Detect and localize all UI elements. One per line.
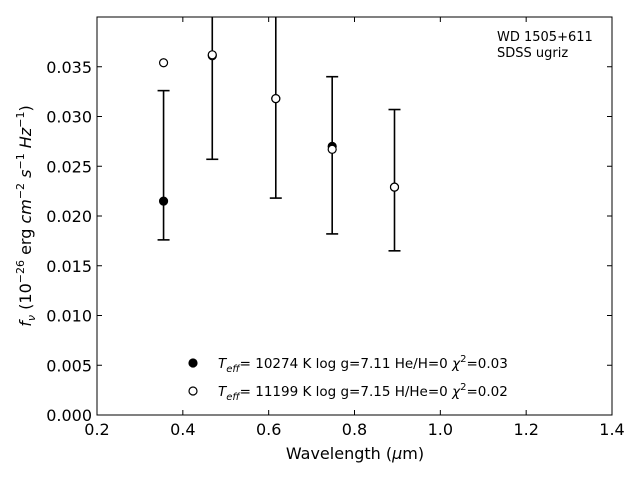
data-point-open — [389, 182, 400, 192]
x-axis-label-text: Wavelength (μm) — [286, 444, 424, 463]
x-tick-label: 0.4 — [170, 420, 195, 439]
data-point-open — [327, 144, 337, 154]
y-tick-label: 0.010 — [46, 307, 92, 326]
data-point-open — [207, 50, 217, 60]
plot-layer: 0.2 0.4 0.6 0.8 1.0 1.2 1.4 0.000 0.005 0.010 0.01… — [46, 16, 625, 439]
x-tick-label: 1.4 — [599, 420, 624, 439]
annotation: WD 1505+611 SDSS ugriz — [497, 30, 593, 61]
legend-marker — [188, 386, 198, 396]
y-tick-label: 0.015 — [46, 257, 92, 276]
y-tick-label: 0.035 — [46, 58, 92, 77]
annotation-line-2: SDSS ugriz — [497, 46, 568, 61]
x-tick-label: 0.8 — [342, 420, 367, 439]
legend-marker — [188, 358, 198, 368]
y-axis-label-text: fν (10−26 erg cm−2 s−1 Hz−1) — [14, 105, 38, 326]
x-tick-label: 0.6 — [256, 420, 281, 439]
data-point-filled — [158, 196, 169, 206]
x-tick-label: 0.2 — [84, 420, 109, 439]
y-axis-label: fν (10−26 erg cm−2 s−1 Hz−1) — [14, 105, 38, 326]
annotation-line-1: WD 1505+611 — [497, 30, 593, 45]
y-tick-label: 0.000 — [46, 406, 92, 425]
y-tick-label: 0.005 — [46, 356, 92, 375]
y-tick-label: 0.030 — [46, 108, 92, 127]
x-tick-label: 1.2 — [513, 420, 538, 439]
x-axis-label: Wavelength (μm) — [286, 444, 424, 463]
y-tick-label: 0.025 — [46, 157, 92, 176]
legend: Teff= 10274 K log g=7.11 He/H=0 χ2=0.03 T… — [188, 354, 508, 403]
data-point-open — [271, 93, 281, 104]
x-tick-label: 1.0 — [428, 420, 453, 439]
legend-label: Teff= 10274 K log g=7.11 He/H=0 χ2=0.03 — [218, 354, 508, 375]
data-point-open — [158, 58, 169, 68]
legend-label: Teff= 11199 K log g=7.15 H/He=0 χ2=0.02 — [218, 382, 508, 403]
y-tick-label: 0.020 — [46, 207, 92, 226]
